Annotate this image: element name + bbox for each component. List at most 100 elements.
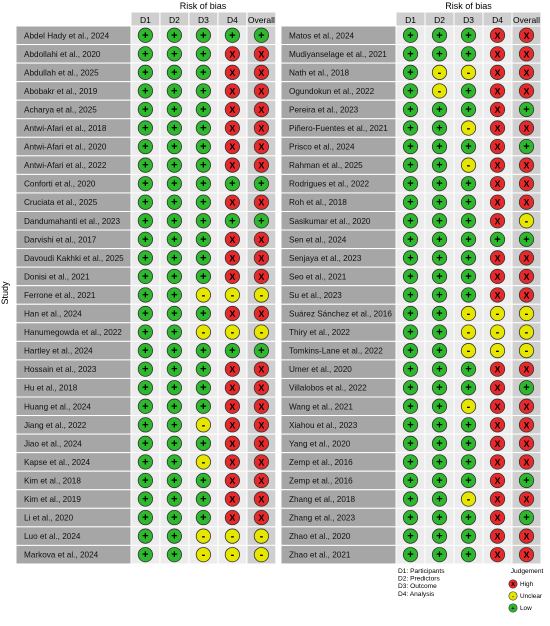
rating-symbol: +	[171, 141, 177, 153]
rating-symbol: +	[465, 549, 471, 561]
rating-symbol: -	[467, 123, 471, 135]
rating-mark-low	[402, 231, 419, 247]
domain-legend-item: D1: Participants	[398, 568, 445, 575]
rating-symbol: +	[523, 234, 529, 246]
legend-symbol: -	[512, 594, 514, 600]
legend-mark-low	[508, 603, 518, 613]
rating-mark-high	[224, 101, 240, 118]
rating-symbol: -	[202, 289, 206, 301]
rating-mark-low	[195, 250, 211, 266]
rating-mark-unclear	[195, 324, 211, 340]
rating-symbol: +	[436, 531, 442, 543]
rating-mark-low	[402, 305, 419, 322]
rating-symbol: +	[200, 512, 206, 524]
rating-symbol: -	[467, 345, 471, 357]
rating-mark-low	[195, 213, 211, 229]
rating-mark-low	[460, 547, 477, 563]
rating-mark-high	[253, 138, 269, 155]
rating-symbol: X	[258, 383, 264, 393]
rating-symbol: +	[142, 438, 148, 450]
rating-mark-low	[137, 27, 153, 43]
rating-mark-low	[253, 343, 269, 359]
study-label: Senjaya et al., 2023	[289, 254, 362, 263]
rating-symbol: X	[229, 253, 235, 263]
rating-mark-low	[460, 101, 477, 118]
rating-mark-low	[166, 83, 182, 99]
rating-mark-low	[166, 491, 182, 507]
rating-mark-high	[224, 454, 240, 470]
rating-mark-low	[166, 138, 182, 155]
rating-symbol: X	[494, 31, 500, 41]
rating-symbol: +	[436, 271, 442, 283]
rating-mark-low	[195, 305, 211, 322]
rating-symbol: +	[465, 438, 471, 450]
rating-mark-low	[431, 528, 448, 544]
rating-mark-low	[402, 324, 419, 340]
rating-symbol: +	[407, 549, 413, 561]
rating-symbol: +	[142, 67, 148, 79]
rating-mark-low	[518, 231, 535, 247]
rating-symbol: +	[200, 308, 206, 320]
rating-mark-unclear	[431, 83, 448, 99]
rating-mark-high	[253, 380, 269, 396]
rating-symbol: +	[407, 85, 413, 97]
rating-symbol: +	[142, 475, 148, 487]
rating-symbol: +	[171, 419, 177, 431]
rating-symbol: +	[171, 345, 177, 357]
rating-mark-unclear	[253, 547, 269, 563]
rating-mark-low	[195, 361, 211, 377]
rating-mark-low	[224, 213, 240, 229]
rating-mark-high	[224, 120, 240, 136]
rating-mark-low	[195, 380, 211, 396]
rating-mark-low	[166, 509, 182, 526]
study-label: Antwi-Afari et al., 2018	[24, 124, 107, 133]
rating-symbol: +	[407, 67, 413, 79]
rating-symbol: +	[436, 141, 442, 153]
study-label: Suárez Sánchez et al., 2016	[289, 310, 392, 319]
study-label: Su et al., 2023	[289, 291, 342, 300]
rating-mark-unclear	[460, 64, 477, 80]
rating-mark-high	[224, 83, 240, 99]
rating-symbol: +	[465, 197, 471, 209]
rating-mark-low	[431, 398, 448, 414]
rating-symbol: +	[142, 549, 148, 561]
rating-mark-low	[402, 157, 419, 173]
rating-mark-high	[489, 101, 506, 118]
rating-mark-low	[137, 361, 153, 377]
column-header-d2: D2	[434, 15, 445, 25]
rating-symbol: X	[229, 142, 235, 152]
rating-symbol: +	[171, 85, 177, 97]
rating-mark-low	[166, 64, 182, 80]
rating-symbol: +	[436, 178, 442, 190]
rating-mark-low	[402, 454, 419, 470]
rating-mark-low	[402, 194, 419, 210]
rating-symbol: -	[260, 289, 264, 301]
rating-mark-unclear	[518, 343, 535, 359]
rating-mark-low	[166, 194, 182, 210]
rating-mark-low	[402, 176, 419, 192]
study-label: Roh et al., 2018	[289, 198, 347, 207]
legend-symbol: X	[511, 582, 515, 588]
rating-symbol: X	[229, 86, 235, 96]
rating-symbol: X	[229, 495, 235, 505]
rating-symbol: +	[436, 289, 442, 301]
rating-symbol: X	[229, 476, 235, 486]
rating-symbol: +	[142, 48, 148, 60]
rating-mark-low	[518, 472, 535, 489]
rating-symbol: X	[258, 457, 264, 467]
rating-symbol: X	[258, 513, 264, 523]
rating-mark-high	[489, 491, 506, 507]
rating-mark-high	[518, 120, 535, 136]
rating-symbol: X	[494, 198, 500, 208]
rating-symbol: X	[229, 105, 235, 115]
rating-symbol: +	[171, 456, 177, 468]
rating-symbol: +	[142, 160, 148, 172]
rating-mark-high	[253, 250, 269, 266]
study-label: Antwi-Afari et al., 2022	[24, 161, 107, 170]
rating-symbol: X	[494, 532, 500, 542]
rating-mark-high	[224, 250, 240, 266]
rating-symbol: +	[200, 67, 206, 79]
rating-mark-low	[166, 361, 182, 377]
rating-symbol: -	[438, 67, 442, 79]
rating-mark-high	[518, 547, 535, 563]
